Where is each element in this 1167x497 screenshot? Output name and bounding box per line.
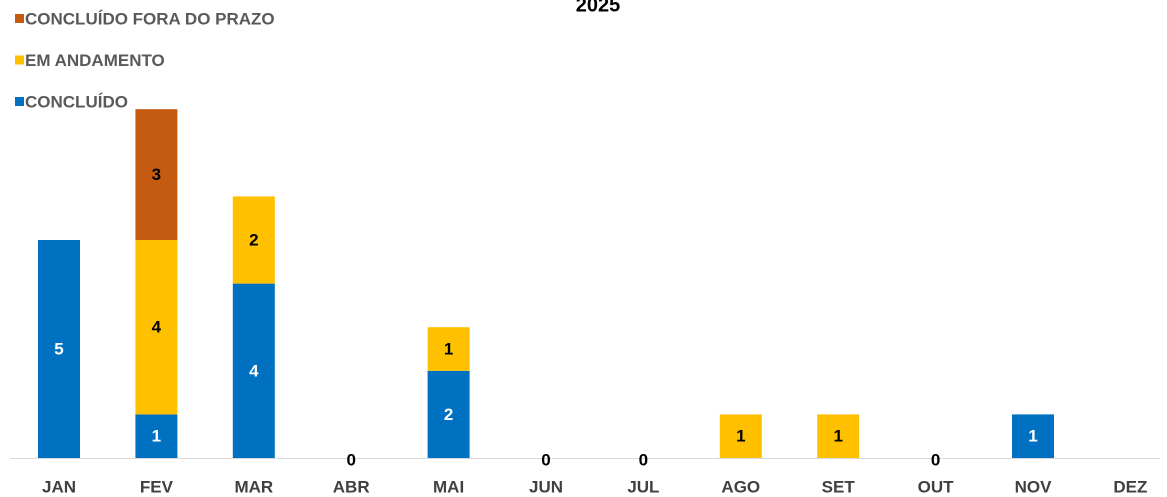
data-label: 0 (931, 450, 940, 469)
x-tick-label: OUT (918, 477, 955, 496)
x-tick-label: DEZ (1113, 477, 1147, 496)
chart-title: 2025 (576, 0, 621, 16)
bar-segment (427, 327, 470, 371)
bar-segment (232, 196, 275, 284)
legend-label: CONCLUÍDO (25, 92, 128, 111)
bar-segment (135, 109, 178, 240)
data-label: 1 (1028, 427, 1037, 446)
bar-segment (427, 370, 470, 458)
data-label: 3 (152, 165, 161, 184)
x-tick-label: JUN (529, 477, 563, 496)
data-label: 2 (444, 405, 453, 424)
legend-swatch (15, 14, 24, 23)
bar-segment (1012, 414, 1054, 458)
data-label: 0 (346, 450, 355, 469)
legend-label: EM ANDAMENTO (25, 51, 165, 70)
data-label: 1 (736, 427, 745, 446)
data-label: 5 (54, 339, 63, 358)
data-label: 4 (249, 361, 259, 380)
x-tick-label: NOV (1015, 477, 1053, 496)
bar-segment (719, 414, 762, 458)
x-tick-label: FEV (140, 477, 174, 496)
data-label: 2 (249, 230, 258, 249)
legend-swatch (15, 97, 24, 106)
bar-segment (135, 240, 178, 415)
x-tick-label: JAN (42, 477, 76, 496)
x-tick-label: ABR (333, 477, 370, 496)
data-label: 1 (152, 427, 161, 446)
data-label: 4 (152, 318, 162, 337)
x-tick-label: SET (822, 477, 856, 496)
data-label: 0 (639, 450, 648, 469)
legend-swatch (15, 55, 24, 65)
data-label: 1 (833, 427, 842, 446)
data-label: 1 (444, 339, 453, 358)
bar-segment (232, 283, 275, 458)
x-tick-label: AGO (721, 477, 760, 496)
bar-segment (38, 240, 80, 458)
bar-segment (135, 414, 178, 458)
bar-segment (817, 414, 860, 458)
x-tick-label: JUL (627, 477, 659, 496)
x-tick-label: MAI (433, 477, 464, 496)
data-label: 0 (541, 450, 550, 469)
legend-label: CONCLUÍDO FORA DO PRAZO (25, 9, 275, 28)
x-tick-label: MAR (234, 477, 273, 496)
